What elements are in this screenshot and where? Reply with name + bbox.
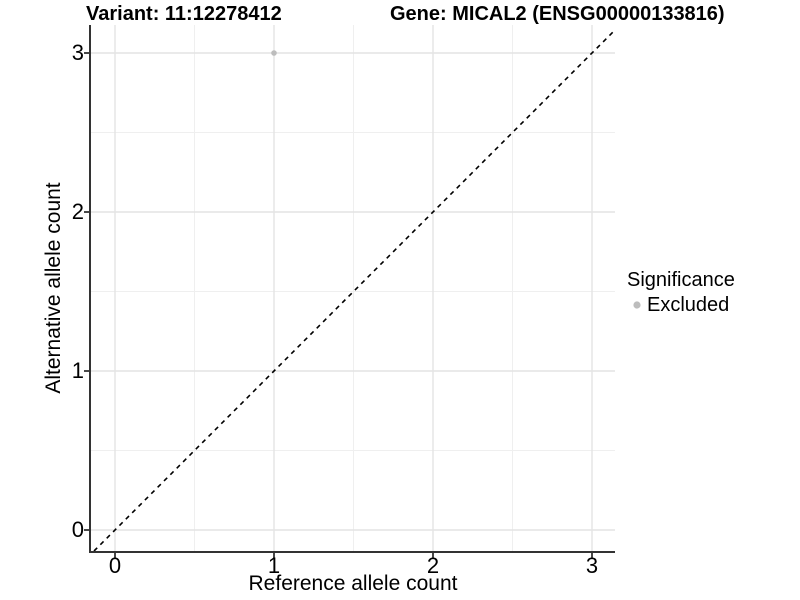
legend-item-excluded: Excluded [630,294,735,316]
x-axis-title: Reference allele count [248,572,458,595]
legend: Significance Excluded [627,268,735,316]
y-tick-label-1: 1 [71,358,84,383]
x-tick-label-0: 0 [108,553,122,578]
x-tick-label-3: 3 [585,553,599,578]
x-tick-label-2: 2 [426,553,440,578]
gene-title: Gene: MICAL2 (ENSG00000133816) [390,3,725,25]
tick-marks [84,52,593,558]
x-tick-label-1: 1 [267,553,281,578]
minor-gridlines [91,25,615,551]
y-tick-label-3: 3 [71,40,84,65]
identity-line [93,29,616,552]
y-tick-label-0: 0 [71,517,84,542]
major-gridlines [91,25,615,551]
y-tick-label-2: 2 [71,199,84,224]
data-point-excluded [271,50,277,56]
excluded-point-icon [633,301,641,309]
variant-title: Variant: 11:12278412 [86,3,282,25]
axis-lines [89,25,615,553]
y-axis-title: Alternative allele count [42,182,65,394]
legend-item-label: Excluded [647,294,730,316]
legend-title: Significance [627,269,735,291]
